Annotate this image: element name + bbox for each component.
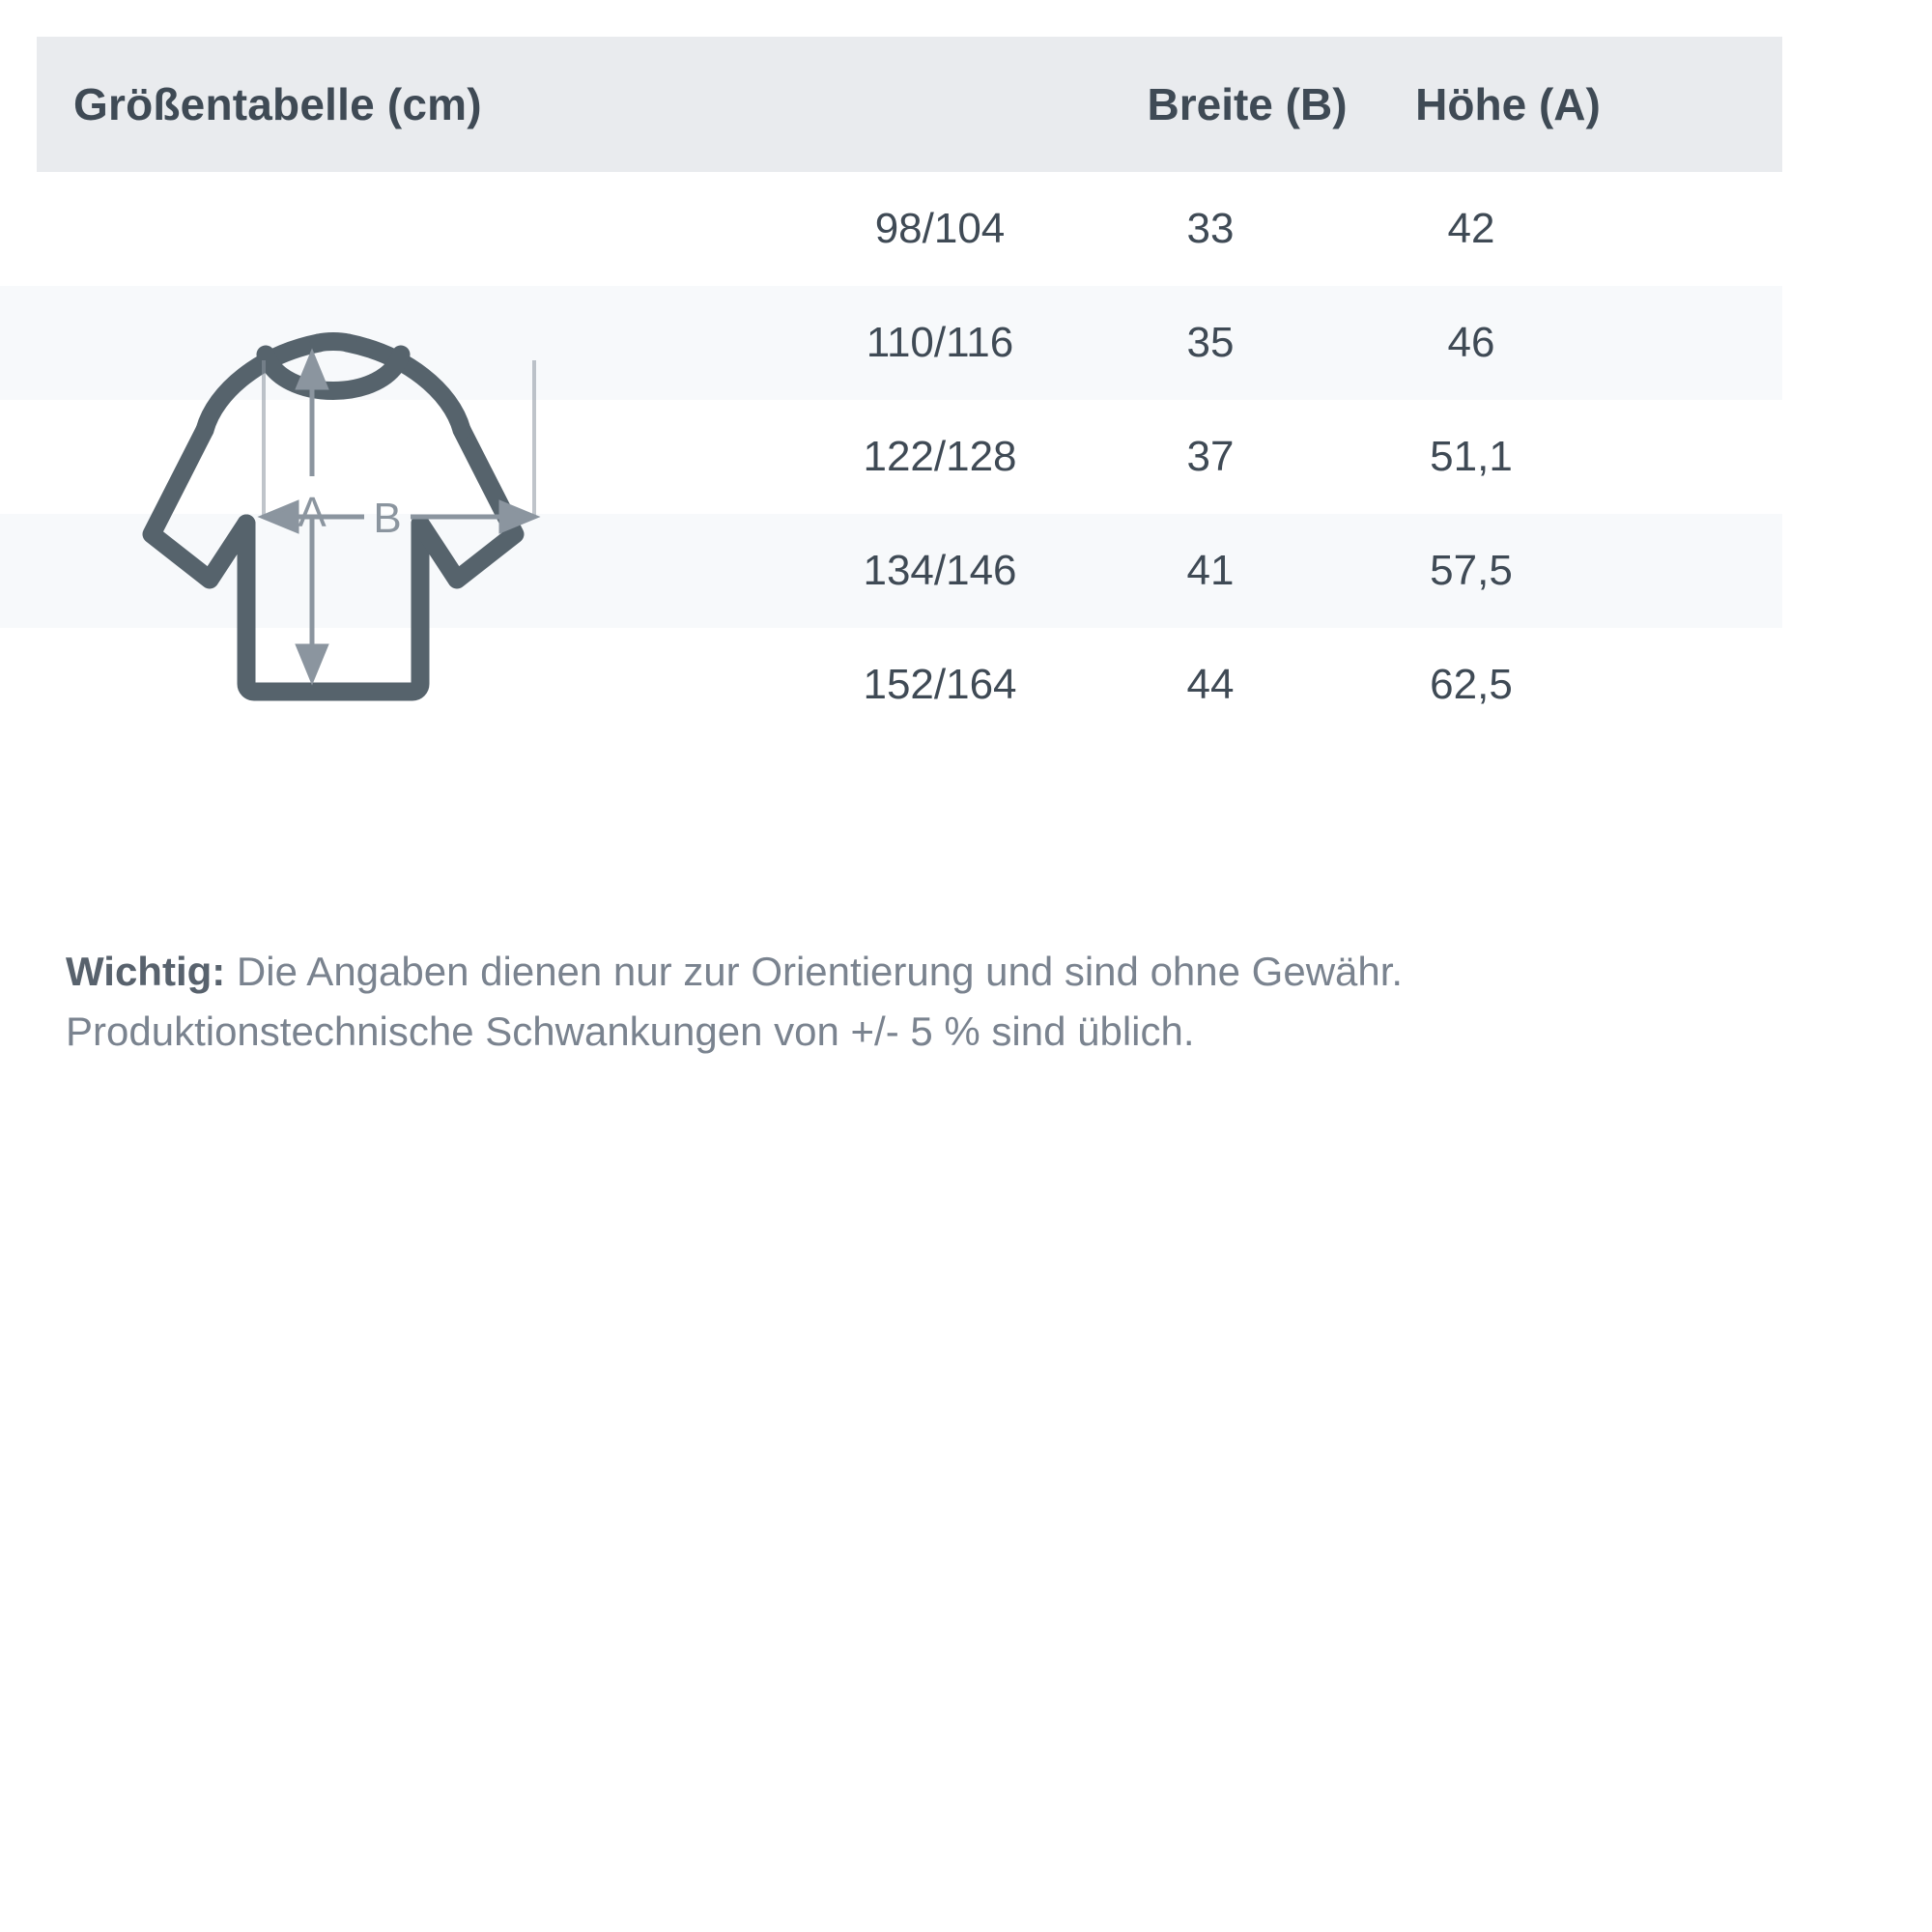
cell-width: 44 bbox=[1186, 661, 1235, 708]
footnote-line-2: Produktionstechnische Schwankungen von +… bbox=[66, 1009, 1195, 1055]
footnote-text-1: Die Angaben dienen nur zur Orientierung … bbox=[225, 949, 1404, 994]
page-title: Größentabelle (cm) bbox=[73, 79, 482, 129]
footnote: Wichtig: Die Angaben dienen nur zur Orie… bbox=[66, 942, 1804, 1062]
table-row: 152/164 44 62,5 bbox=[0, 628, 1782, 742]
column-header-width: Breite (B) bbox=[1147, 79, 1348, 129]
width-label: B bbox=[373, 495, 401, 542]
column-header-height: Höhe (A) bbox=[1415, 79, 1601, 129]
cell-size: 152/164 bbox=[863, 661, 1017, 708]
height-label: A bbox=[298, 489, 327, 536]
cell-width: 41 bbox=[1186, 547, 1235, 594]
cell-height: 42 bbox=[1447, 205, 1495, 252]
cell-size: 98/104 bbox=[874, 205, 1006, 252]
cell-height: 51,1 bbox=[1430, 433, 1513, 480]
tshirt-diagram: A B bbox=[92, 237, 575, 724]
table-row: 98/104 33 42 bbox=[0, 172, 1782, 286]
height-measure-arrow bbox=[295, 348, 329, 686]
chart-header-band: Größentabelle (cm) Breite (B) Höhe (A) bbox=[37, 37, 1782, 172]
cell-height: 62,5 bbox=[1430, 661, 1513, 708]
width-measure-arrow bbox=[257, 499, 541, 534]
cell-height: 46 bbox=[1447, 319, 1495, 366]
cell-width: 37 bbox=[1186, 433, 1235, 480]
cell-size: 122/128 bbox=[863, 433, 1017, 480]
cell-height: 57,5 bbox=[1430, 547, 1513, 594]
cell-size: 134/146 bbox=[863, 547, 1017, 594]
footnote-lead: Wichtig: bbox=[66, 949, 226, 994]
footnote-line-1: Wichtig: Die Angaben dienen nur zur Orie… bbox=[66, 942, 1804, 1002]
cell-width: 33 bbox=[1186, 205, 1235, 252]
cell-width: 35 bbox=[1186, 319, 1235, 366]
table-row: 122/128 37 51,1 bbox=[0, 400, 1782, 514]
tshirt-icon bbox=[142, 332, 525, 701]
measure-guides bbox=[262, 360, 536, 519]
cell-size: 110/116 bbox=[866, 319, 1014, 366]
